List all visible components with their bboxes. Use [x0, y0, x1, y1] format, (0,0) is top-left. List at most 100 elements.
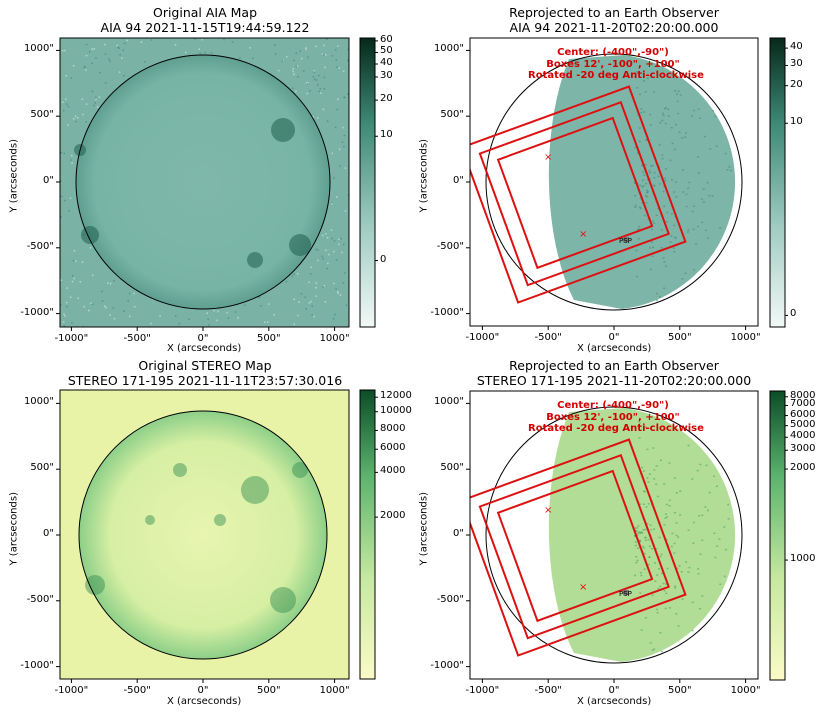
texture-pixel [659, 121, 662, 124]
noise-pixel [313, 71, 316, 73]
noise-pixel [315, 295, 318, 297]
texture-pixel [639, 532, 642, 534]
texture-pixel [646, 477, 649, 479]
texture-pixel [664, 122, 667, 125]
colorbar [359, 37, 376, 328]
texture-pixel [687, 187, 690, 190]
colorbar-tick-label: 1000 [790, 553, 816, 565]
noise-pixel [63, 325, 65, 327]
annotation-line: Rotated -20 deg Anti-clockwise [528, 423, 704, 434]
texture-pixel [668, 499, 671, 501]
texture-pixel [719, 583, 722, 585]
psp-marker [623, 590, 629, 595]
texture-pixel [665, 265, 668, 267]
noise-pixel [331, 203, 333, 205]
texture-pixel [642, 171, 644, 173]
noise-pixel [206, 312, 208, 314]
texture-pixel [708, 491, 711, 494]
texture-pixel [634, 182, 637, 184]
texture-pixel [649, 172, 652, 174]
texture-pixel [659, 632, 662, 634]
texture-pixel [635, 530, 638, 532]
texture-pixel [665, 221, 668, 223]
noise-pixel [249, 47, 251, 49]
texture-pixel [665, 513, 667, 515]
active-region [85, 575, 105, 595]
texture-pixel [639, 206, 641, 209]
noise-pixel [112, 307, 114, 309]
image-area [60, 38, 349, 327]
texture-pixel [637, 525, 640, 527]
texture-pixel [696, 225, 699, 228]
noise-pixel [292, 70, 294, 73]
limb-circle [485, 406, 743, 664]
texture-pixel [660, 553, 663, 556]
noise-pixel [101, 290, 103, 293]
texture-pixel [637, 532, 640, 534]
texture-pixel [640, 111, 643, 114]
texture-pixel [663, 524, 666, 526]
noise-pixel [335, 288, 337, 290]
texture-pixel [635, 249, 638, 252]
noise-pixel [306, 92, 308, 95]
y-tick-label: -500" [26, 593, 54, 605]
texture-pixel [649, 642, 652, 644]
texture-pixel [711, 195, 714, 197]
noise-pixel [140, 41, 143, 43]
texture-pixel [642, 185, 645, 187]
texture-pixel [676, 567, 679, 570]
noise-pixel [343, 145, 345, 148]
texture-pixel [658, 144, 661, 146]
y-tick-label: -1000" [20, 306, 54, 318]
texture-pixel [661, 119, 664, 122]
noise-pixel [304, 296, 306, 298]
noise-pixel [117, 46, 119, 49]
center-marker: × [579, 582, 587, 593]
x-tick-label: -500" [123, 685, 151, 696]
annotation-line: Boxes 12', -100", +100" [546, 411, 680, 423]
x-tick-label: 500" [256, 685, 281, 696]
texture-pixel [634, 195, 637, 197]
texture-pixel [663, 177, 666, 180]
solar-disk [79, 411, 327, 659]
noise-pixel [133, 292, 135, 295]
y-tick-label: 0" [453, 175, 464, 186]
texture-pixel [696, 469, 699, 472]
noise-pixel [93, 47, 95, 50]
texture-pixel [693, 269, 695, 271]
texture-pixel [663, 589, 666, 592]
texture-pixel [643, 547, 646, 549]
texture-pixel [641, 466, 643, 469]
noise-pixel [231, 41, 234, 43]
texture-pixel [653, 469, 656, 471]
noise-pixel [296, 65, 299, 67]
texture-pixel [636, 534, 639, 536]
annotation-box-info: Center: (-400",-90") Boxes 12', -100", +… [528, 47, 704, 82]
texture-pixel [634, 574, 637, 577]
texture-pixel [664, 107, 667, 110]
texture-pixel [639, 207, 642, 210]
noise-pixel [315, 79, 318, 81]
noise-pixel [91, 62, 93, 64]
noise-pixel [342, 126, 344, 129]
texture-pixel [684, 136, 687, 138]
texture-pixel [675, 613, 678, 615]
texture-pixel [670, 213, 673, 215]
noise-pixel [341, 141, 344, 143]
texture-pixel [661, 157, 664, 160]
noise-pixel [295, 65, 297, 68]
texture-pixel [638, 228, 641, 230]
texture-pixel [674, 236, 677, 239]
texture-pixel [679, 94, 682, 96]
texture-pixel [649, 113, 652, 116]
noise-pixel [61, 50, 64, 52]
texture-pixel [661, 154, 664, 156]
noise-pixel [113, 280, 115, 282]
noise-pixel [174, 44, 177, 46]
texture-pixel [653, 184, 656, 186]
psp-marker-label: PSP [619, 237, 632, 245]
noise-pixel [313, 78, 316, 81]
texture-pixel [692, 542, 695, 544]
noise-pixel [95, 98, 97, 101]
x-tick-label: -1000" [465, 685, 500, 696]
